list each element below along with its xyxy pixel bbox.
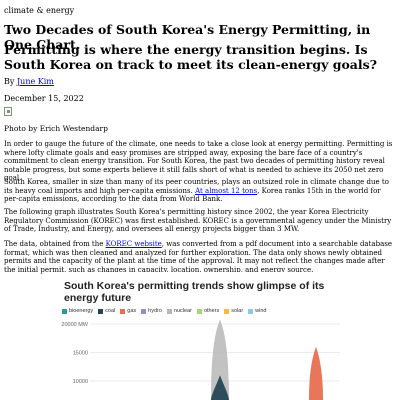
legend-label: coal bbox=[105, 308, 116, 314]
paragraph-emissions: South Korea, smaller in size than many o… bbox=[4, 178, 396, 204]
legend-item-others[interactable]: others bbox=[196, 308, 220, 314]
byline: By June Kim bbox=[4, 77, 54, 86]
paragraph-data-source: The data, obtained from the KOREC websit… bbox=[4, 240, 396, 274]
area-peak-coal bbox=[211, 375, 229, 400]
legend-item-gas[interactable]: gas bbox=[120, 308, 136, 314]
legend-label: solar bbox=[231, 308, 244, 314]
legend-item-hydro[interactable]: hydro bbox=[141, 308, 162, 314]
chart-legend: bioenergy coal gas hydro nuclear others solar w… bbox=[62, 308, 266, 314]
legend-label: gas bbox=[127, 308, 137, 314]
emissions-link[interactable]: At almost 12 tons bbox=[195, 186, 258, 195]
photo-credit: Photo by Erich Westendarp bbox=[4, 124, 108, 133]
article-headline: Two Decades of South Korea's Energy Perm… bbox=[4, 22, 371, 52]
korec-website-link[interactable]: KOREC website bbox=[105, 240, 162, 248]
byline-prefix: By bbox=[4, 77, 17, 86]
y-tick-label: 15000 bbox=[73, 351, 88, 357]
legend-swatch bbox=[62, 308, 67, 314]
chart-figure: South Korea's permitting trends show gli… bbox=[54, 272, 346, 400]
legend-swatch bbox=[196, 308, 202, 314]
y-tick-label: 10000 bbox=[73, 379, 88, 385]
area-peak-nuclear bbox=[211, 320, 229, 400]
author-link[interactable]: June Kim bbox=[16, 77, 54, 86]
publish-date: December 15, 2022 bbox=[4, 94, 84, 103]
legend-label: nuclear bbox=[173, 308, 192, 314]
legend-swatch bbox=[120, 308, 126, 314]
area-peak-gas bbox=[309, 346, 323, 400]
legend-label: others bbox=[203, 308, 220, 314]
legend-label: hydro bbox=[148, 308, 162, 314]
legend-swatch bbox=[166, 308, 172, 314]
paragraph-text: , was converted from a pdf document into… bbox=[4, 240, 392, 274]
paragraph-text: The data, obtained from the bbox=[4, 240, 106, 248]
article-category[interactable]: climate & energy bbox=[4, 6, 75, 15]
paragraph-text: , Korea ranks 15th in the world for per-… bbox=[4, 186, 381, 204]
legend-label: wind bbox=[255, 308, 267, 314]
article-subheadline: Permitting is where the energy transitio… bbox=[4, 42, 377, 72]
legend-item-nuclear[interactable]: nuclear bbox=[166, 308, 192, 314]
legend-item-solar[interactable]: solar bbox=[224, 308, 243, 314]
legend-label: bioenergy bbox=[69, 308, 94, 314]
legend-swatch bbox=[141, 308, 147, 314]
legend-swatch bbox=[248, 308, 254, 314]
legend-swatch bbox=[224, 308, 230, 314]
paragraph-intro: In order to gauge the future of the clim… bbox=[4, 140, 393, 183]
paragraph-text: South Korea, smaller in size than many o… bbox=[4, 178, 389, 195]
paragraph-korec: The following graph illustrates South Ko… bbox=[4, 208, 392, 234]
legend-swatch bbox=[98, 308, 104, 314]
chart-title: South Korea's permitting trends show gli… bbox=[64, 280, 325, 304]
legend-item-bioenergy[interactable]: bioenergy bbox=[62, 308, 93, 314]
broken-image-icon bbox=[4, 107, 12, 116]
chart-plot: 20000 MW 15000 10000 bbox=[61, 320, 340, 400]
y-tick-label: 20000 MW bbox=[61, 322, 88, 328]
legend-item-wind[interactable]: wind bbox=[248, 308, 266, 314]
legend-item-coal[interactable]: coal bbox=[98, 308, 115, 314]
